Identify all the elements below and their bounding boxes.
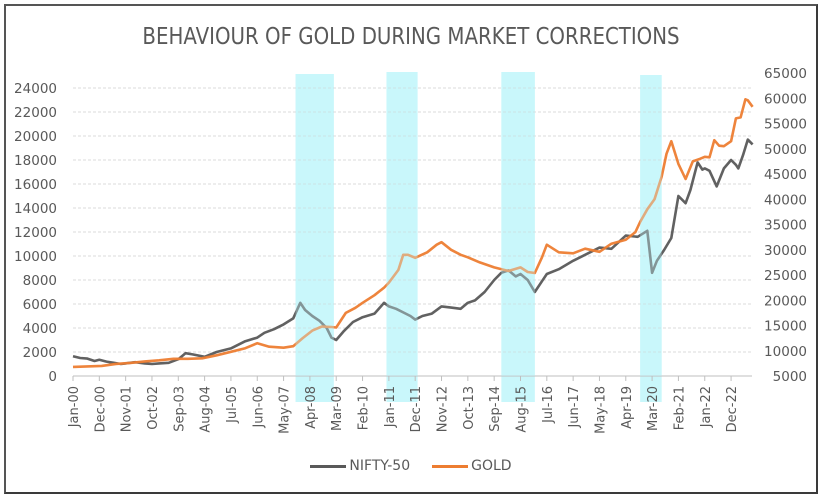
x-tick-label: Sep-14 xyxy=(488,386,503,432)
x-tick-label: May-18 xyxy=(593,386,608,434)
correction-band-overlay xyxy=(386,72,418,376)
legend-label-gold: GOLD xyxy=(471,458,512,474)
legend-label-nifty: NIFTY-50 xyxy=(349,458,411,474)
x-tick-label: Sep-03 xyxy=(172,386,187,432)
y-left-tick-label: 10000 xyxy=(14,249,57,265)
correction-band-overlay xyxy=(501,72,535,376)
x-tick-label: Oct-13 xyxy=(462,386,477,430)
y-left-tick-label: 8000 xyxy=(23,273,57,289)
x-tick-label: Apr-08 xyxy=(304,386,319,429)
y-left-tick-label: 20000 xyxy=(14,129,57,145)
x-tick-label: Aug-04 xyxy=(199,386,214,433)
y-right-tick-label: 20000 xyxy=(764,293,807,309)
x-tick-label: Mar-09 xyxy=(330,386,345,431)
series-line-gold xyxy=(72,98,754,369)
x-tick-label: Jun-17 xyxy=(567,386,582,429)
chart-title: BEHAVIOUR OF GOLD DURING MARKET CORRECTI… xyxy=(142,24,680,50)
series-line-nifty-50 xyxy=(72,138,754,366)
legend-swatch-gold xyxy=(432,464,469,468)
correction-band xyxy=(295,74,334,402)
x-tick-label: May-07 xyxy=(278,386,293,434)
legend: NIFTY-50 GOLD xyxy=(0,458,822,474)
x-tick-label: Feb-10 xyxy=(357,386,372,430)
x-tick-label: Nov-12 xyxy=(436,386,451,432)
x-tick-label: Dec-22 xyxy=(725,386,740,432)
x-tick-label: Aug-15 xyxy=(514,386,529,433)
y-right-tick-label: 65000 xyxy=(764,66,807,82)
y-right-tick-label: 40000 xyxy=(764,192,807,208)
x-tick-label: Dec-00 xyxy=(93,386,108,432)
y-left-tick-label: 18000 xyxy=(14,153,57,169)
x-tick-label: Jul-05 xyxy=(225,386,240,424)
x-tick-label: Nov-01 xyxy=(120,386,135,432)
y-left-tick-label: 4000 xyxy=(23,321,57,337)
y-left-tick-label: 24000 xyxy=(14,81,57,97)
legend-swatch-nifty xyxy=(310,464,347,468)
x-tick-label: Jan-11 xyxy=(383,386,398,428)
y-right-tick-label: 55000 xyxy=(764,117,807,133)
y-left-tick-label: 6000 xyxy=(23,297,57,313)
correction-band-overlay xyxy=(640,75,662,376)
x-tick-label: Jan-22 xyxy=(699,386,714,428)
correction-band xyxy=(386,72,418,402)
correction-band-overlay xyxy=(295,74,334,376)
y-right-tick-label: 5000 xyxy=(773,369,807,385)
legend-item-gold: GOLD xyxy=(432,458,512,474)
y-right-tick-label: 35000 xyxy=(764,218,807,234)
y-right-tick-label: 50000 xyxy=(764,142,807,158)
y-right-tick-label: 30000 xyxy=(764,243,807,259)
y-right-tick-label: 25000 xyxy=(764,268,807,284)
x-tick-label: Jul-16 xyxy=(541,386,556,424)
x-tick-label: Apr-19 xyxy=(620,386,635,429)
legend-item-nifty: NIFTY-50 xyxy=(310,458,410,474)
x-tick-label: Feb-21 xyxy=(672,386,687,430)
y-left-tick-label: 0 xyxy=(48,369,57,385)
x-tick-label: Mar-20 xyxy=(646,386,661,431)
y-left-tick-label: 12000 xyxy=(14,225,57,241)
correction-band xyxy=(640,75,662,402)
y-left-tick-label: 22000 xyxy=(14,105,57,121)
y-left-tick-label: 16000 xyxy=(14,177,57,193)
x-tick-label: Oct-02 xyxy=(146,386,161,430)
y-left-tick-label: 14000 xyxy=(14,201,57,217)
y-right-tick-label: 45000 xyxy=(764,167,807,183)
y-right-tick-label: 15000 xyxy=(764,319,807,335)
y-right-tick-label: 60000 xyxy=(764,91,807,107)
x-tick-label: Dec-11 xyxy=(409,386,424,432)
x-tick-label: Jan-00 xyxy=(67,386,82,428)
y-right-tick-label: 10000 xyxy=(764,344,807,360)
x-tick-label: Jun-06 xyxy=(251,386,266,429)
y-left-tick-label: 2000 xyxy=(23,345,57,361)
correction-band xyxy=(501,72,535,402)
